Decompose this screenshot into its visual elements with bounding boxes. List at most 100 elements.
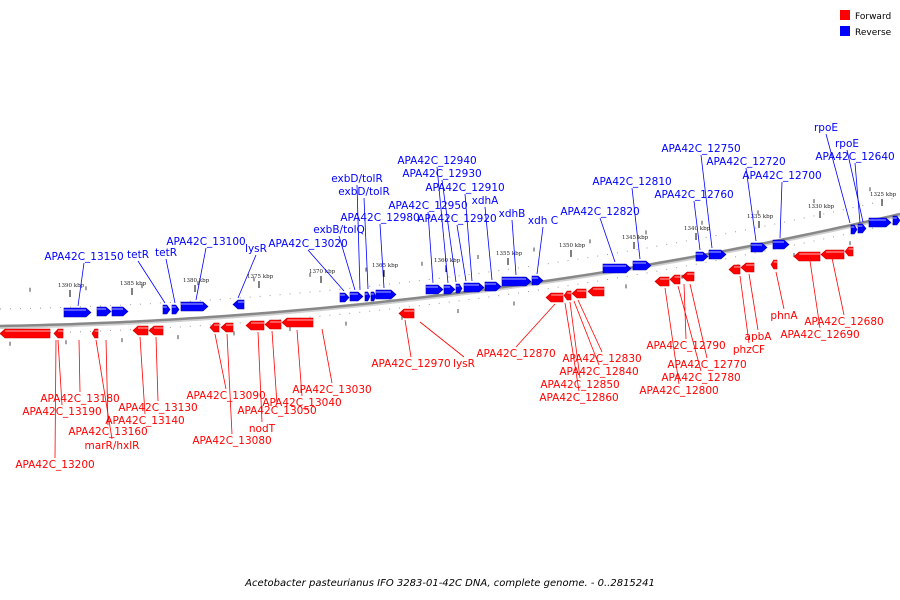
forward-gene-label[interactable]: APA42C_12840	[559, 366, 638, 378]
forward-gene-arrow[interactable]	[681, 271, 695, 282]
reverse-gene-arrow[interactable]	[180, 301, 209, 312]
reverse-gene-label[interactable]: APA42C_12810	[592, 176, 671, 188]
reverse-gene-arrow[interactable]	[868, 217, 892, 228]
reverse-gene-arrow[interactable]	[892, 215, 900, 226]
forward-gene-arrow[interactable]	[209, 322, 220, 333]
reverse-gene-arrow[interactable]	[162, 304, 171, 315]
reverse-gene-arrow[interactable]	[232, 299, 245, 310]
forward-gene-label[interactable]: APA42C_12790	[646, 340, 725, 352]
forward-gene-arrow[interactable]	[132, 325, 149, 336]
reverse-gene-arrow[interactable]	[531, 275, 544, 286]
reverse-gene-label[interactable]: APA42C_12920	[417, 213, 496, 225]
reverse-gene-arrow[interactable]	[708, 249, 727, 260]
forward-gene-arrow[interactable]	[0, 328, 51, 339]
forward-gene-arrow[interactable]	[820, 249, 845, 260]
forward-gene-label[interactable]: APA42C_13080	[192, 435, 271, 447]
forward-gene-label[interactable]: lysR	[453, 358, 475, 370]
reverse-gene-arrow[interactable]	[695, 251, 709, 262]
reverse-gene-label[interactable]: tetR	[155, 247, 177, 259]
forward-gene-label[interactable]: APA42C_12870	[476, 348, 555, 360]
forward-gene-label[interactable]: APA42C_13190	[22, 406, 101, 418]
forward-gene-label[interactable]: APA42C_12690	[780, 329, 859, 341]
forward-gene-label[interactable]: APA42C_13050	[237, 405, 316, 417]
forward-gene-label[interactable]: APA42C_12860	[539, 392, 618, 404]
reverse-gene-label[interactable]: exbB/tolQ	[313, 224, 365, 236]
forward-gene-label[interactable]: APA42C_13130	[118, 402, 197, 414]
forward-gene-arrow[interactable]	[245, 320, 265, 331]
reverse-gene-label[interactable]: APA42C_12760	[654, 189, 733, 201]
reverse-gene-arrow[interactable]	[857, 223, 867, 234]
reverse-gene-label[interactable]: APA42C_12750	[661, 143, 740, 155]
forward-gene-arrow[interactable]	[398, 308, 415, 319]
reverse-gene-arrow[interactable]	[370, 291, 377, 302]
reverse-gene-label[interactable]: xdhB	[499, 208, 526, 220]
forward-gene-arrow[interactable]	[793, 251, 821, 262]
reverse-gene-arrow[interactable]	[602, 263, 632, 274]
reverse-gene-label[interactable]: APA42C_12930	[402, 168, 481, 180]
reverse-gene-label[interactable]: APA42C_12950	[388, 200, 467, 212]
reverse-gene-label[interactable]: APA42C_13150	[44, 251, 123, 263]
reverse-gene-arrow[interactable]	[96, 306, 112, 317]
forward-gene-arrow[interactable]	[654, 276, 670, 287]
reverse-gene-label[interactable]: exbD/tolR	[338, 186, 390, 198]
reverse-gene-label[interactable]: APA42C_12820	[560, 206, 639, 218]
forward-gene-label[interactable]: APA42C_12770	[667, 359, 746, 371]
forward-gene-arrow[interactable]	[53, 328, 64, 339]
reverse-gene-label[interactable]: rpoE	[835, 138, 859, 150]
forward-gene-label[interactable]: APA42C_12830	[562, 353, 641, 365]
reverse-gene-label[interactable]: APA42C_12940	[397, 155, 476, 167]
reverse-gene-label[interactable]: APA42C_13100	[166, 236, 245, 248]
reverse-gene-arrow[interactable]	[455, 283, 463, 294]
forward-gene-label[interactable]: APA42C_13200	[15, 459, 94, 471]
forward-gene-label[interactable]: APA42C_13140	[105, 415, 184, 427]
forward-gene-label[interactable]: APA42C_12970	[371, 358, 450, 370]
forward-gene-arrow[interactable]	[740, 262, 755, 273]
reverse-gene-arrow[interactable]	[364, 291, 371, 302]
reverse-gene-label[interactable]: APA42C_13020	[268, 238, 347, 250]
reverse-gene-arrow[interactable]	[463, 282, 485, 293]
reverse-gene-label[interactable]: APA42C_12910	[425, 182, 504, 194]
forward-gene-arrow[interactable]	[770, 259, 778, 270]
reverse-gene-label[interactable]: tetR	[127, 249, 149, 261]
forward-gene-arrow[interactable]	[728, 264, 741, 275]
forward-gene-label[interactable]: nodT	[249, 423, 276, 435]
forward-gene-arrow[interactable]	[844, 246, 854, 257]
forward-gene-label[interactable]: APA42C_12850	[540, 379, 619, 391]
reverse-gene-label[interactable]: APA42C_12720	[706, 156, 785, 168]
reverse-gene-arrow[interactable]	[375, 289, 397, 300]
forward-gene-arrow[interactable]	[91, 328, 99, 339]
reverse-gene-arrow[interactable]	[349, 291, 364, 302]
forward-gene-label[interactable]: phnA	[770, 310, 798, 322]
forward-gene-label[interactable]: APA42C_12780	[661, 372, 740, 384]
forward-gene-label[interactable]: APA42C_13160	[68, 426, 147, 438]
forward-gene-arrow[interactable]	[587, 286, 605, 297]
forward-gene-arrow[interactable]	[148, 325, 164, 336]
reverse-gene-arrow[interactable]	[750, 242, 768, 253]
forward-gene-arrow[interactable]	[281, 317, 314, 328]
reverse-gene-label[interactable]: exbD/tolR	[331, 173, 383, 185]
reverse-gene-label[interactable]: xdhA	[472, 195, 500, 207]
forward-gene-label[interactable]: apbA	[745, 331, 773, 343]
forward-gene-label[interactable]: APA42C_13180	[40, 393, 119, 405]
forward-gene-arrow[interactable]	[545, 292, 564, 303]
reverse-gene-label[interactable]: xdh C	[528, 215, 558, 227]
forward-gene-arrow[interactable]	[220, 322, 234, 333]
forward-gene-label[interactable]: APA42C_13040	[262, 397, 341, 409]
forward-gene-label[interactable]: phzCF	[733, 344, 765, 356]
forward-gene-arrow[interactable]	[669, 274, 681, 285]
reverse-gene-label[interactable]: APA42C_12980	[340, 212, 419, 224]
reverse-gene-label[interactable]: APA42C_12700	[742, 170, 821, 182]
reverse-gene-label[interactable]: APA42C_12640	[815, 151, 894, 163]
reverse-gene-arrow[interactable]	[111, 306, 129, 317]
forward-gene-label[interactable]: APA42C_12680	[804, 316, 883, 328]
forward-gene-label[interactable]: marR/hxlR	[85, 440, 140, 452]
reverse-gene-arrow[interactable]	[63, 307, 92, 318]
reverse-gene-label[interactable]: rpoE	[814, 122, 838, 134]
reverse-gene-arrow[interactable]	[443, 284, 456, 295]
reverse-gene-arrow[interactable]	[501, 276, 532, 287]
reverse-gene-arrow[interactable]	[339, 292, 350, 303]
reverse-gene-arrow[interactable]	[425, 284, 444, 295]
reverse-gene-arrow[interactable]	[171, 304, 180, 315]
reverse-gene-arrow[interactable]	[850, 224, 858, 235]
forward-gene-label[interactable]: APA42C_13090	[186, 390, 265, 402]
